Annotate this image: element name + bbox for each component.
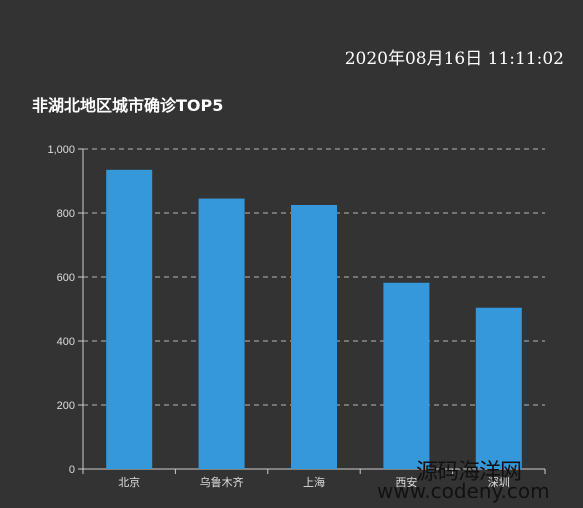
bar bbox=[475, 307, 522, 469]
watermark-url: www.codeny.com bbox=[377, 479, 550, 503]
bar bbox=[291, 205, 337, 469]
y-tick-label: 200 bbox=[57, 400, 75, 412]
y-tick-label: 400 bbox=[57, 336, 75, 348]
x-tick-label: 北京 bbox=[118, 475, 140, 489]
chart-title: 非湖北地区城市确诊TOP5 bbox=[32, 96, 224, 115]
x-tick-label: 上海 bbox=[303, 475, 325, 489]
x-tick-label: 深圳 bbox=[488, 476, 510, 489]
timestamp: 2020年08月16日 11:11:02 bbox=[344, 49, 564, 69]
x-tick-label: 乌鲁木齐 bbox=[200, 475, 244, 489]
bar bbox=[198, 198, 245, 469]
bar bbox=[383, 282, 430, 469]
x-tick-label: 西安 bbox=[395, 475, 417, 489]
y-tick-label: 600 bbox=[57, 272, 75, 284]
y-tick-label: 0 bbox=[69, 464, 75, 476]
watermark-logo-text: 源码海洋网 bbox=[416, 460, 522, 485]
bar bbox=[106, 169, 153, 470]
y-tick-label: 800 bbox=[57, 208, 75, 220]
y-tick-label: 1,000 bbox=[47, 144, 75, 156]
